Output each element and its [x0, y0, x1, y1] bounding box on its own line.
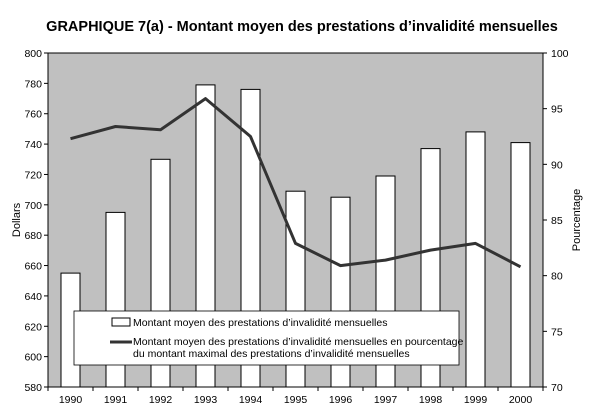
right-tick-label-85: 85 [551, 215, 563, 227]
right-tick-label-90: 90 [551, 159, 563, 171]
left-tick-label-760: 760 [24, 109, 42, 121]
x-tick-label-1998: 1998 [419, 394, 443, 406]
y2-axis-label: Pourcentage [571, 189, 583, 251]
x-tick-label-1992: 1992 [149, 394, 173, 406]
right-tick-label-100: 100 [551, 48, 569, 60]
left-tick-label-800: 800 [24, 48, 42, 60]
x-tick-label-1999: 1999 [464, 394, 488, 406]
legend: Montant moyen des prestations d’invalidi… [73, 310, 464, 366]
chart-title: GRAPHIQUE 7(a) - Montant moyen des prest… [46, 19, 558, 35]
x-tick-label-1990: 1990 [59, 394, 83, 406]
y-axis-label: Dollars [11, 202, 23, 237]
left-tick-label-740: 740 [24, 139, 42, 151]
legend-box [73, 310, 460, 366]
left-tick-label-780: 780 [24, 78, 42, 90]
x-tick-label-1997: 1997 [374, 394, 398, 406]
right-tick-label-80: 80 [551, 271, 563, 283]
bar-1999 [465, 131, 486, 388]
bar-2000 [510, 142, 531, 388]
left-tick-label-680: 680 [24, 230, 42, 242]
legend-line-label-1: Montant moyen des prestations d’invalidi… [133, 336, 464, 348]
line-series-path [70, 97, 522, 269]
legend-bar-swatch [111, 317, 131, 327]
line-series [70, 97, 522, 269]
right-tick-label-95: 95 [551, 104, 563, 116]
x-tick-label-2000: 2000 [509, 394, 533, 406]
left-axis: 580 600 620 640 660 680 700 720 740 760 780 800 [24, 48, 48, 394]
x-tick-label-1993: 1993 [194, 394, 218, 406]
left-tick-label-580: 580 [24, 382, 42, 394]
x-tick-label-1991: 1991 [104, 394, 128, 406]
legend-line-label-2: du montant maximal des prestations d’inv… [133, 348, 410, 360]
right-tick-label-75: 75 [551, 326, 563, 338]
right-axis: 70 75 80 85 90 95 100 [543, 48, 569, 394]
left-tick-label-720: 720 [24, 169, 42, 181]
left-tick-label-600: 600 [24, 352, 42, 364]
left-tick-label-640: 640 [24, 291, 42, 303]
left-tick-label-620: 620 [24, 321, 42, 333]
x-tick-label-1994: 1994 [239, 394, 263, 406]
left-tick-label-700: 700 [24, 200, 42, 212]
right-tick-label-70: 70 [551, 382, 563, 394]
legend-bar-label: Montant moyen des prestations d’invalidi… [133, 317, 387, 329]
left-tick-label-660: 660 [24, 261, 42, 273]
x-axis: 1990 1991 1992 1993 1994 1995 1996 1997 1998 1999… [47, 387, 544, 406]
x-tick-label-1995: 1995 [284, 394, 308, 406]
x-tick-label-1996: 1996 [329, 394, 353, 406]
